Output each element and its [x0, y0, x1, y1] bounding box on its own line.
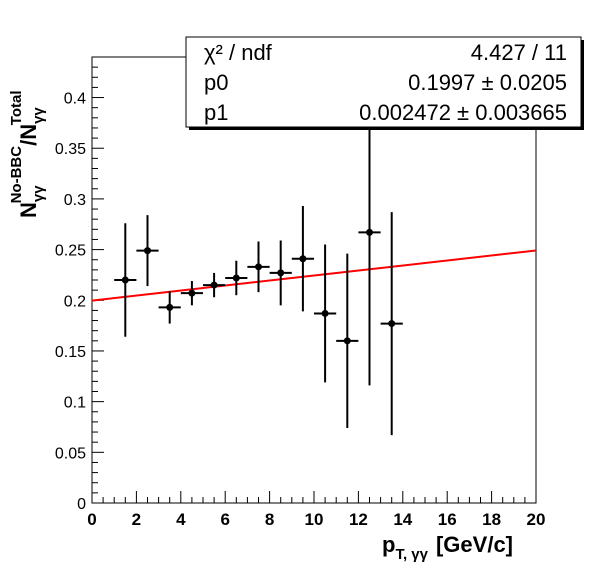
data-marker: [321, 309, 329, 317]
y-title-den-sub: γγ: [30, 107, 47, 124]
stats-row-value: 0.1997 ± 0.0205: [408, 70, 567, 95]
data-point: [136, 215, 159, 287]
y-title-den-sup: Total: [8, 91, 25, 126]
data-marker: [144, 247, 151, 255]
stats-row-name: χ² / ndf: [204, 40, 273, 65]
y-title-den-main: N: [16, 124, 41, 140]
x-tick-label: 0: [87, 510, 96, 529]
stats-box: χ² / ndf 4.427 / 11 p0 0.1997 ± 0.0205 p1 0.0…: [185, 36, 584, 130]
data-point: [203, 272, 226, 298]
data-point: [114, 223, 137, 337]
y-tick-label: 0.35: [55, 141, 86, 158]
fit-line: [91, 249, 537, 302]
data-point: [158, 291, 181, 324]
data-marker: [210, 281, 218, 289]
x-tick-label: 18: [482, 510, 501, 529]
fit-line-path: [91, 249, 537, 302]
data-point: [314, 244, 337, 383]
svg-text:NγγNo-BBC/NγγTotal: NγγNo-BBC/NγγTotal: [8, 91, 47, 219]
y-tick-label: 0.15: [55, 344, 86, 361]
data-point: [291, 206, 314, 312]
stats-row-value: 0.002472 ± 0.003665: [359, 100, 567, 125]
y-tick-label: 0.05: [55, 445, 86, 462]
x-tick-label: 4: [176, 510, 186, 529]
y-tick-label: 0: [77, 496, 86, 513]
stats-row-name: p0: [204, 70, 228, 95]
y-tick-label: 0.3: [64, 192, 86, 209]
x-title-unit: [GeV/c]: [436, 532, 513, 557]
y-title-num-sub: γγ: [30, 185, 47, 202]
x-tick-label: 16: [438, 510, 457, 529]
stats-row-name: p1: [204, 100, 228, 125]
data-point: [180, 281, 203, 306]
x-title-sub: T, γγ: [395, 546, 428, 563]
x-tick-label: 8: [265, 510, 274, 529]
x-title-main: p: [382, 532, 395, 557]
data-point: [380, 212, 403, 436]
y-tick-label: 0.4: [64, 91, 86, 108]
y-title-slash: /: [16, 140, 41, 146]
axis-ticks: 0 2 4 6 8 10 12 14 16 18 20 0 0.05 0.1 0.15 0.2 0.25 0.3 0…: [55, 56, 546, 529]
stats-row-value: 4.427 / 11: [471, 40, 567, 65]
data-marker: [255, 263, 262, 271]
y-tick-label: 0.1: [64, 395, 86, 412]
data-marker: [232, 274, 240, 282]
data-marker: [277, 269, 285, 277]
y-axis-title: NγγNo-BBC/NγγTotal: [8, 91, 47, 219]
x-tick-label: 6: [220, 510, 229, 529]
y-title-num-sup: No-BBC: [8, 146, 25, 204]
data-points: [114, 79, 403, 436]
y-title-num-main: N: [16, 202, 41, 218]
data-point: [247, 241, 270, 293]
y-tick-label: 0.2: [64, 293, 86, 310]
data-point: [358, 79, 381, 386]
y-tick-label: 0.25: [55, 243, 86, 260]
stats-box-frame: [185, 36, 582, 128]
x-tick-label: 14: [393, 510, 412, 529]
x-tick-label: 20: [527, 510, 546, 529]
x-tick-label: 2: [132, 510, 141, 529]
data-marker: [366, 228, 373, 236]
x-tick-label: 10: [305, 510, 324, 529]
data-point: [269, 240, 292, 306]
data-point: [336, 253, 359, 428]
data-point: [225, 260, 248, 296]
x-axis-title: pT, γγ [GeV/c]: [382, 532, 513, 563]
data-marker: [299, 255, 307, 263]
data-marker: [188, 289, 196, 297]
data-marker: [343, 337, 351, 345]
data-marker: [388, 320, 396, 328]
x-tick-label: 12: [349, 510, 368, 529]
data-marker: [166, 303, 174, 311]
data-marker: [121, 276, 129, 284]
